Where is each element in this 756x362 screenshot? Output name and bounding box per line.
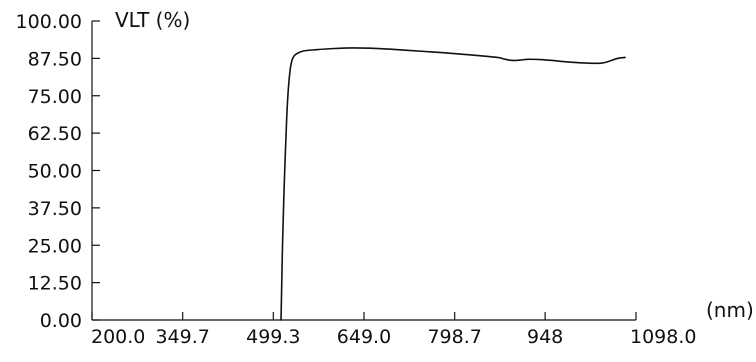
x-tick-label: 798.7	[427, 326, 481, 348]
x-tick-label: 948	[527, 326, 563, 348]
y-tick-label: 62.50	[28, 123, 82, 145]
y-tick-label: 87.50	[28, 48, 82, 70]
y-tick-label: 25.00	[28, 235, 82, 257]
x-tick-label: 499.3	[246, 326, 300, 348]
y-tick-label: 37.50	[28, 198, 82, 220]
y-tick-label: 0.00	[40, 310, 82, 332]
x-tick-label: 349.7	[155, 326, 209, 348]
y-tick-label: 100.00	[16, 11, 82, 33]
tick-marks	[91, 20, 637, 321]
x-tick-label: 649.0	[337, 326, 391, 348]
tick-labels: 0.00 12.50 25.00 37.50 50.00 62.50 75.00 87.50 1…	[16, 11, 697, 348]
y-axis-label: VLT (%)	[115, 8, 190, 32]
y-tick-label: 75.00	[28, 86, 82, 108]
x-tick-label: 200.0	[91, 326, 145, 348]
series-line	[280, 47, 626, 321]
x-tick-label: 1098.0	[630, 326, 696, 348]
series-group	[280, 47, 626, 321]
y-tick-label: 12.50	[28, 273, 82, 295]
y-tick-label: 50.00	[28, 161, 82, 183]
axes	[91, 21, 636, 321]
x-axis-label: (nm)	[706, 298, 754, 322]
